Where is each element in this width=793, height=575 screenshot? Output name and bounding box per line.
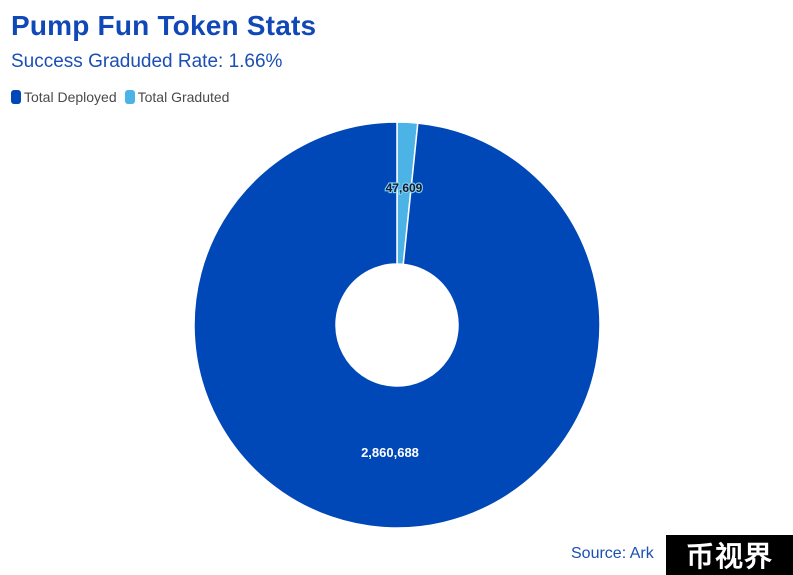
legend-item-total-graduated[interactable]: Total Graduted [124,89,230,105]
watermark-badge: 币视界 [666,535,793,575]
chart-subtitle: Success Graduded Rate: 1.66% [11,51,283,72]
legend-swatch-total-graduated [124,90,135,104]
legend-swatch-total-deployed [11,90,21,104]
chart-title: Pump Fun Token Stats [11,10,317,41]
legend-label-total-graduated: Total Graduted [137,89,230,105]
legend-item-total-deployed[interactable]: Total Deployed [11,89,117,105]
source-note: Source: Ark [571,545,654,562]
data-label-total-graduted: 47,609 [386,181,423,195]
data-label-total-deployed: 2,860,688 [361,445,419,460]
legend-label-total-deployed: Total Deployed [24,89,117,105]
watermark-text: 币视界 [685,540,773,573]
slice-total-deployed[interactable] [193,121,601,529]
legend: Total Deployed Total Graduted [11,89,229,105]
